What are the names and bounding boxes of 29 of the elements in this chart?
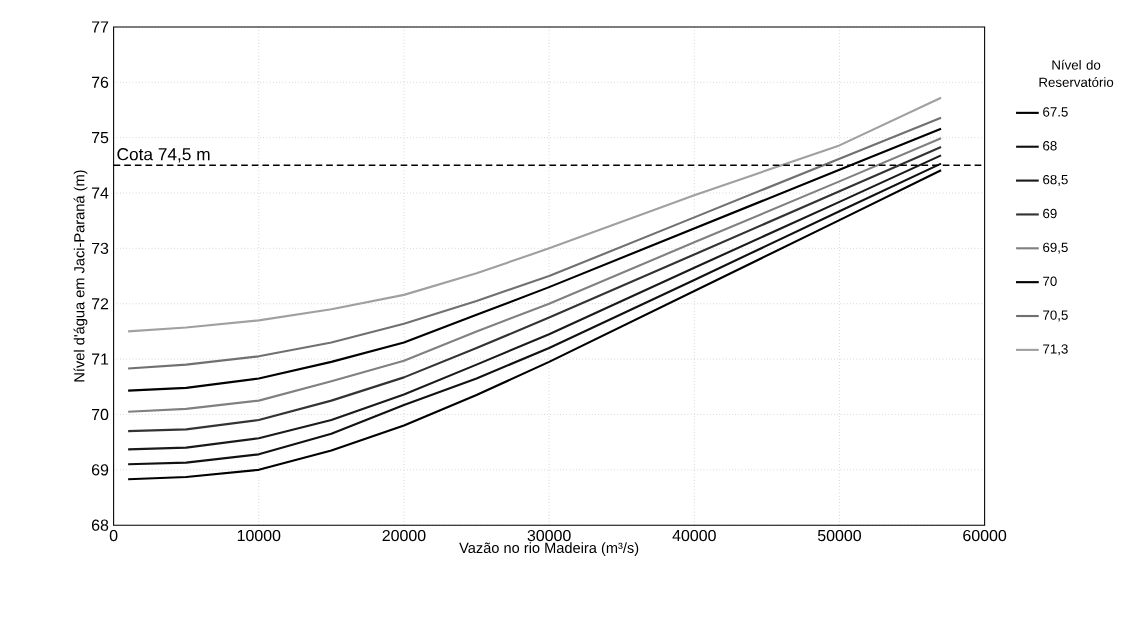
y-tick-label: 74 xyxy=(91,187,109,199)
y-tick-label: 76 xyxy=(91,76,109,88)
legend-label: 69,5 xyxy=(1043,242,1068,254)
legend-label: 69 xyxy=(1043,208,1057,219)
y-tick-label: 72 xyxy=(91,298,109,310)
y-tick-label: 73 xyxy=(91,242,109,255)
x-tick-label: 50000 xyxy=(817,529,861,542)
ref-line-label: Cota 74,5 m xyxy=(117,148,210,163)
legend-label: 70,5 xyxy=(1043,310,1068,322)
legend-label: 68 xyxy=(1043,141,1057,151)
x-tick-label: 40000 xyxy=(672,529,716,542)
x-tick-label: 10000 xyxy=(237,529,281,542)
y-tick-label: 68 xyxy=(91,519,109,531)
y-axis-title: Nível d'água em Jaci-Paraná (m) xyxy=(73,170,88,382)
y-tick-label: 69 xyxy=(91,464,109,476)
legend-label: 70 xyxy=(1043,276,1057,287)
legend-label: 71,3 xyxy=(1043,344,1068,356)
legend-label: 68,5 xyxy=(1043,175,1068,187)
legend-title: Nível do Reservatório xyxy=(1039,59,1114,88)
y-tick-label: 75 xyxy=(91,132,109,144)
y-tick-label: 71 xyxy=(91,353,109,365)
x-tick-label: 0 xyxy=(109,529,118,542)
y-tick-label: 70 xyxy=(91,408,109,421)
x-axis-title: Vazão no rio Madeira (m³/s) xyxy=(459,542,639,557)
x-tick-label: 30000 xyxy=(527,529,571,542)
y-tick-label: 77 xyxy=(91,21,109,33)
x-tick-label: 20000 xyxy=(382,529,426,542)
legend-label: 67.5 xyxy=(1043,107,1068,117)
x-tick-label: 60000 xyxy=(963,529,1007,542)
